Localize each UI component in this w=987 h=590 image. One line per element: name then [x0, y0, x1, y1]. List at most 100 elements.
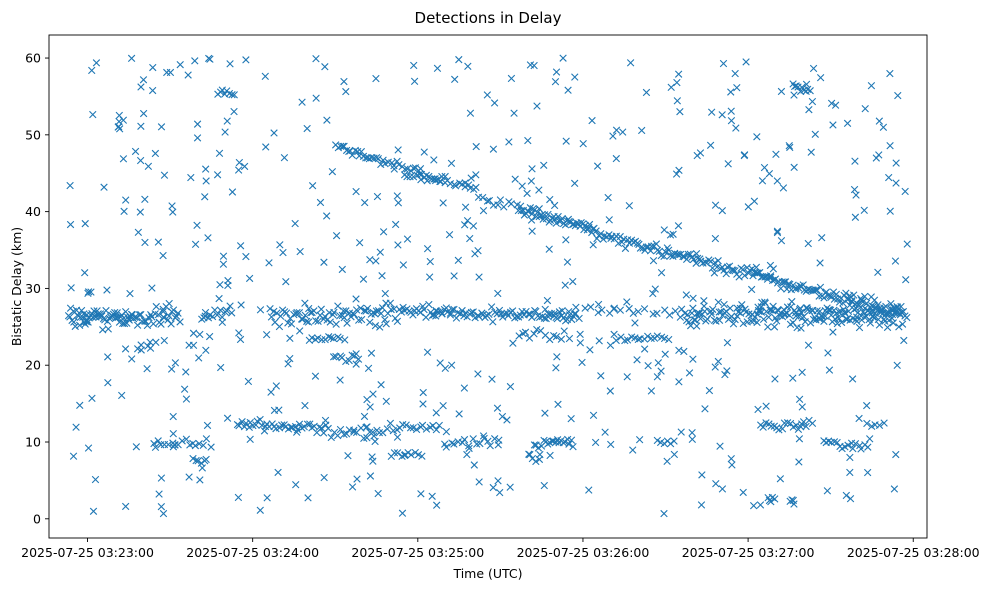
detection-point [374, 489, 382, 498]
detection-point [96, 310, 105, 318]
detection-point [756, 268, 764, 277]
detection-point [104, 353, 112, 361]
detection-point [401, 451, 409, 459]
detection-point [236, 335, 245, 344]
detection-point [700, 297, 708, 305]
detection-point [739, 488, 747, 497]
detection-point [889, 319, 897, 327]
detection-point [606, 387, 615, 395]
x-tick-label: 2025-07-25 03:23:00 [21, 545, 154, 560]
detection-point [432, 426, 441, 434]
detection-point [143, 321, 152, 330]
detection-point [842, 491, 851, 500]
detection-point [863, 419, 871, 428]
detection-point [228, 188, 237, 196]
detection-point [213, 311, 221, 319]
detection-point [554, 400, 562, 409]
detection-point [295, 327, 304, 335]
detection-point [726, 304, 734, 312]
detection-point [340, 430, 348, 439]
detection-point [689, 294, 697, 303]
detection-point [597, 372, 605, 380]
detection-point [528, 227, 536, 235]
detection-point [719, 59, 728, 68]
detection-point [649, 289, 657, 298]
detection-point [115, 111, 123, 120]
detection-point [653, 332, 662, 340]
detection-point [811, 130, 819, 138]
detection-point [765, 169, 774, 178]
detection-point [447, 361, 456, 369]
detection-point [727, 116, 736, 125]
detection-point [157, 474, 166, 482]
detection-point [472, 171, 480, 179]
detection-point [202, 346, 210, 355]
detection-point [699, 259, 707, 267]
detection-point [661, 350, 669, 358]
detection-point [633, 356, 641, 364]
detection-point [479, 206, 488, 215]
detection-point [351, 146, 359, 155]
detection-point [236, 242, 245, 250]
detection-point [295, 420, 304, 428]
detection-point [500, 310, 509, 318]
detection-point [902, 276, 910, 284]
detection-point [81, 269, 89, 277]
detection-point [325, 333, 333, 341]
detection-point [875, 117, 884, 125]
detection-point [616, 306, 625, 314]
detection-point [733, 304, 741, 312]
detection-point [594, 300, 603, 309]
detection-point [708, 264, 717, 272]
detection-point [267, 388, 275, 396]
detection-point [159, 307, 167, 316]
detection-point [551, 78, 560, 86]
detection-point [533, 102, 541, 110]
detection-point [82, 317, 90, 326]
detection-point [148, 86, 157, 95]
detection-point [237, 301, 245, 309]
detection-point [391, 220, 400, 229]
x-tick-label: 2025-07-25 03:25:00 [351, 545, 484, 560]
detection-point [422, 425, 431, 433]
detection-point [503, 416, 511, 424]
detection-point [193, 120, 202, 128]
detection-point [863, 468, 872, 477]
detection-point [329, 353, 338, 361]
detection-point [486, 441, 494, 450]
detection-point [831, 101, 840, 109]
detection-point [866, 319, 875, 327]
detection-point [425, 273, 434, 281]
detection-point [651, 285, 659, 293]
y-tick-label: 0 [33, 511, 41, 526]
detection-point [191, 240, 200, 249]
y-tick-label: 10 [25, 435, 41, 450]
detection-point [291, 219, 299, 228]
detection-point [824, 349, 832, 357]
detection-point [262, 331, 271, 339]
detection-point [139, 109, 148, 118]
detection-point [527, 216, 536, 224]
detection-point [597, 229, 605, 238]
detection-point [390, 165, 398, 173]
detection-point [371, 437, 379, 446]
detection-point [242, 56, 250, 64]
detection-point [588, 116, 596, 125]
detection-point [724, 160, 732, 168]
detection-point [479, 193, 487, 202]
detection-point [649, 257, 658, 265]
detection-point [467, 174, 475, 182]
detection-point [293, 426, 302, 434]
detection-point [710, 269, 719, 277]
detection-point [450, 440, 458, 448]
detection-point [868, 302, 876, 310]
detection-point [851, 300, 859, 308]
detection-point [150, 439, 158, 448]
y-tick-label: 40 [25, 204, 41, 219]
detection-point [572, 303, 580, 311]
detection-point [267, 313, 276, 321]
detection-point [677, 428, 685, 436]
detection-point [852, 191, 860, 199]
detection-point [382, 299, 390, 307]
